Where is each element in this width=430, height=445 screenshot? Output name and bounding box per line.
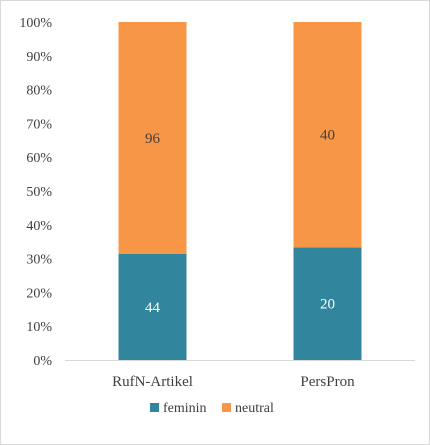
y-tick-label: 30%	[26, 253, 52, 268]
legend-label-neutral: neutral	[235, 401, 274, 416]
y-tick-label: 60%	[26, 151, 52, 166]
y-tick-label: 10%	[26, 320, 52, 335]
legend-swatch-neutral	[222, 403, 231, 412]
legend-label-feminin: feminin	[163, 401, 207, 416]
y-tick-label: 100%	[19, 16, 52, 31]
y-tick-label: 40%	[26, 219, 52, 234]
y-tick-label: 0%	[33, 354, 52, 369]
category-label: PersPron	[300, 374, 355, 390]
y-tick-label: 90%	[26, 50, 52, 65]
y-axis-ticks: 0% 10% 20% 30% 40% 50% 60% 70% 80% 90% 100%	[19, 16, 52, 369]
y-tick-label: 50%	[26, 185, 52, 200]
category-label: RufN-Artikel	[112, 374, 193, 390]
y-tick-label: 70%	[26, 117, 52, 132]
bar-neutral-0	[118, 22, 187, 254]
bar-feminin-0	[118, 253, 187, 360]
bar-neutral-1	[293, 22, 362, 248]
bars: 44 96 20 40	[118, 22, 362, 360]
data-label: 44	[145, 300, 161, 316]
data-label: 40	[320, 128, 335, 144]
data-label: 96	[145, 131, 161, 147]
y-tick-label: 80%	[26, 84, 52, 99]
data-label: 20	[320, 297, 335, 313]
legend: feminin neutral	[150, 401, 274, 416]
bar-feminin-1	[293, 247, 362, 360]
y-tick-label: 20%	[26, 286, 52, 301]
x-axis-categories: RufN-Artikel PersPron	[112, 374, 355, 390]
legend-swatch-feminin	[150, 403, 159, 412]
